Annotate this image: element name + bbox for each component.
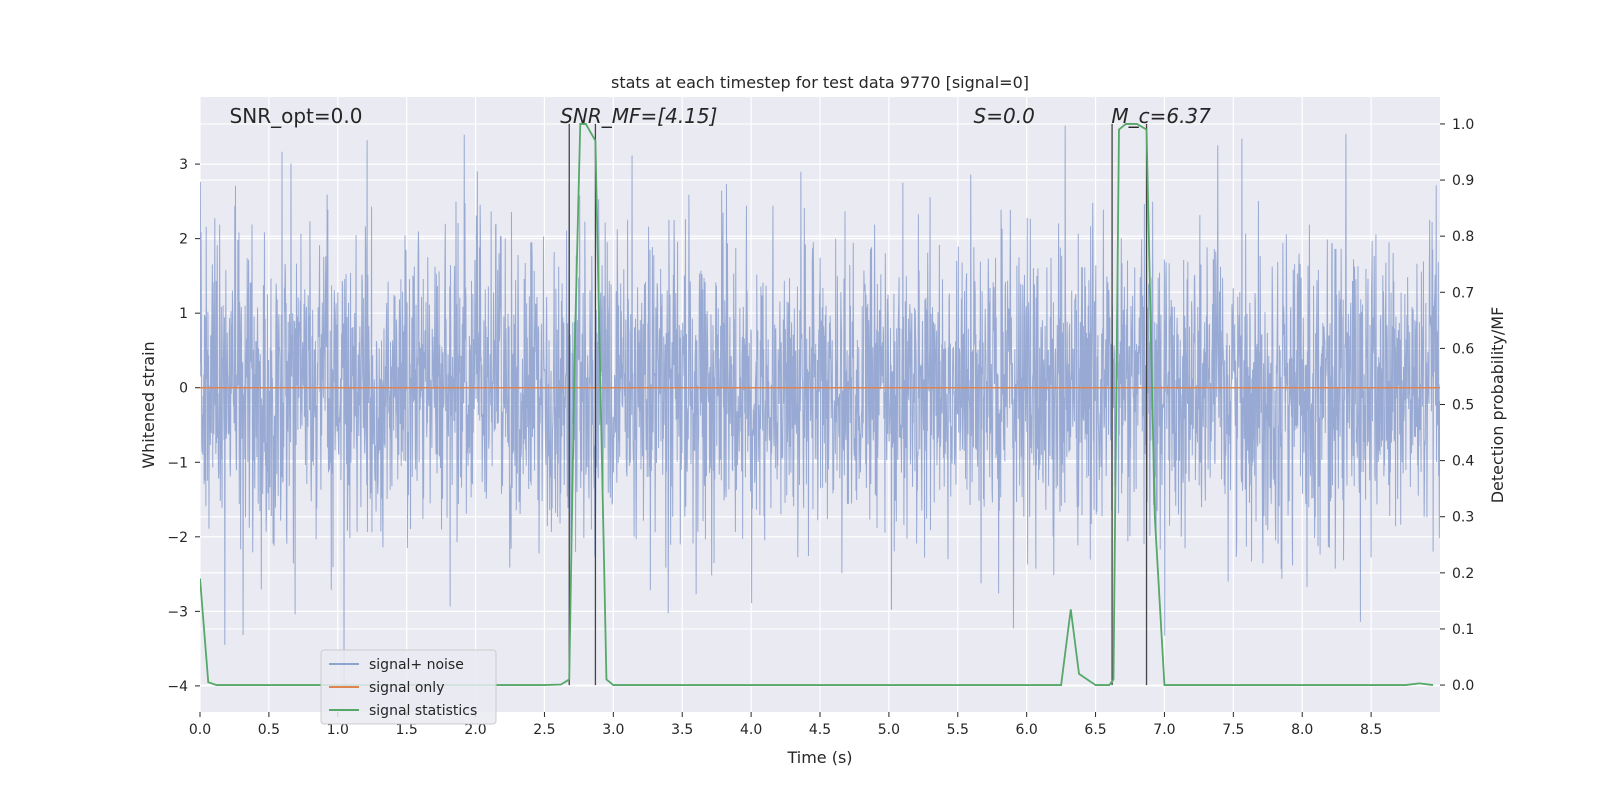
legend-label: signal+ noise	[369, 657, 464, 673]
x-tick-label: 1.0	[327, 722, 349, 738]
legend-label: signal only	[369, 680, 444, 696]
y-axis-label: Whitened strain	[139, 341, 158, 468]
x-tick-label: 3.5	[671, 722, 693, 738]
legend-box	[320, 649, 497, 725]
y2-tick-label: 0.2	[1452, 566, 1474, 582]
y-tick-label: −1	[167, 455, 188, 471]
y2-tick-label: 0.4	[1452, 454, 1474, 470]
x-tick-label: 0.0	[189, 722, 211, 738]
annotation: M_c=6.37	[1111, 104, 1211, 128]
x-tick-label: 8.0	[1291, 722, 1313, 738]
y-tick-label: 1	[179, 306, 188, 322]
x-tick-label: 7.0	[1153, 722, 1175, 738]
y2-tick-label: 0.8	[1452, 229, 1474, 245]
y-tick-label: −2	[167, 530, 188, 546]
y2-tick-label: 0.1	[1452, 622, 1474, 638]
y2-tick-label: 0.7	[1452, 285, 1474, 301]
y2-axis-label: Detection probability/MF	[1488, 307, 1507, 504]
x-tick-label: 5.0	[878, 722, 900, 738]
x-tick-label: 2.5	[533, 722, 555, 738]
vertical-markers	[568, 123, 1148, 686]
y2-tick-label: 0.9	[1452, 173, 1474, 189]
annotation: S=0.0	[974, 104, 1035, 128]
x-tick-label: 1.5	[396, 722, 418, 738]
x-axis-label: Time (s)	[786, 748, 852, 767]
annotation: SNR_opt=0.0	[230, 104, 363, 128]
annotations: SNR_opt=0.0 SNR_MF=[4.15] S=0.0 M_c=6.37	[230, 104, 1212, 128]
plot-content	[200, 123, 1440, 686]
legend: signal+ noise signal only signal statistic…	[320, 649, 497, 725]
x-tick-label: 3.0	[602, 722, 624, 738]
x-tick-label: 6.0	[1016, 722, 1038, 738]
legend-label: signal statistics	[369, 703, 477, 719]
chart-title: stats at each timestep for test data 977…	[611, 73, 1029, 92]
noise-series	[200, 125, 1440, 686]
y2-tick-label: 0.6	[1452, 341, 1474, 357]
statistics-series	[200, 123, 1434, 686]
annotation: SNR_MF=[4.15]	[560, 104, 717, 128]
noise-line	[200, 125, 1440, 686]
y-tick-label: −4	[167, 679, 188, 695]
y2-tick-label: 0.0	[1452, 678, 1474, 694]
y-tick-label: 2	[179, 232, 188, 248]
y-tick-label: −3	[167, 604, 188, 620]
axes: 0.0 0.5 1.0 1.5 2.0 2.5 3.0 3.5 4.0 4.5 5.0 5.5 6.0 6…	[167, 117, 1474, 738]
x-tick-label: 7.5	[1222, 722, 1244, 738]
x-tick-label: 0.5	[258, 722, 280, 738]
y-tick-label: 0	[179, 381, 188, 397]
y2-tick-label: 0.5	[1452, 398, 1474, 414]
x-tick-label: 4.0	[740, 722, 762, 738]
y2-tick-label: 1.0	[1452, 117, 1474, 133]
x-tick-label: 6.5	[1084, 722, 1106, 738]
y2-tick-label: 0.3	[1452, 510, 1474, 526]
x-tick-label: 5.5	[947, 722, 969, 738]
y-tick-label: 3	[179, 157, 188, 173]
x-tick-label: 8.5	[1360, 722, 1382, 738]
statistics-line	[200, 123, 1434, 686]
x-tick-label: 2.0	[464, 722, 486, 738]
x-tick-label: 4.5	[809, 722, 831, 738]
